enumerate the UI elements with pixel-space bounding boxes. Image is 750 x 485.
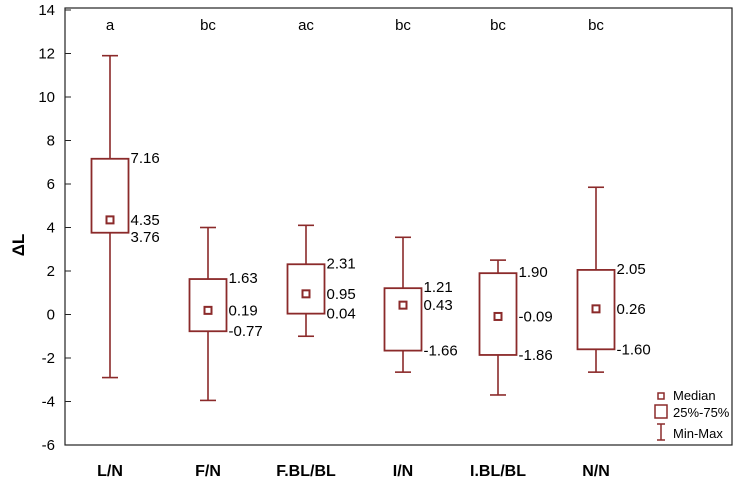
y-tick-label: 6 <box>47 176 55 193</box>
legend: Median 25%-75% Min-Max <box>654 388 730 441</box>
value-label-q3: 2.31 <box>327 255 356 272</box>
iqr-box <box>188 278 228 333</box>
value-label-q3: 1.63 <box>229 270 258 287</box>
legend-whisker-label: Min-Max <box>673 426 723 441</box>
value-label-median: 0.19 <box>229 302 258 319</box>
value-label-q3: 1.21 <box>424 279 453 296</box>
x-category-label: L/N <box>97 463 123 480</box>
significance-letter: bc <box>588 17 604 34</box>
significance-letter: ac <box>298 17 314 34</box>
legend-median-marker <box>657 392 665 400</box>
value-label-q1: -1.66 <box>424 343 458 360</box>
value-label-q3: 2.05 <box>617 261 646 278</box>
box-group: 2.05 0.26 -1.60 bc <box>576 17 651 373</box>
x-category-label: N/N <box>582 463 610 480</box>
x-category-label: F.BL/BL <box>276 463 336 480</box>
median-marker <box>591 304 601 314</box>
median-marker <box>105 215 115 225</box>
significance-letter: a <box>106 17 115 34</box>
value-label-median: 0.95 <box>327 286 356 303</box>
y-tick-label: -6 <box>42 437 55 454</box>
value-label-median: 4.35 <box>131 212 160 229</box>
y-tick-label: 0 <box>47 307 55 324</box>
value-label-median: 0.26 <box>617 301 646 318</box>
box-group: 7.16 4.353.76 a <box>90 17 160 379</box>
y-tick-label: -4 <box>42 394 55 411</box>
value-label-median: -0.09 <box>519 308 553 325</box>
value-label-q1: -1.86 <box>519 347 553 364</box>
value-label-q3: 1.90 <box>519 264 548 281</box>
y-tick-label: 14 <box>38 2 55 19</box>
value-label-q1: 0.04 <box>327 306 356 323</box>
significance-letter: bc <box>200 17 216 34</box>
median-marker <box>203 305 213 315</box>
box-group: 1.63 0.19 -0.77 bc <box>188 17 263 402</box>
median-marker <box>493 311 503 321</box>
median-marker <box>398 300 408 310</box>
y-tick-label: 4 <box>47 220 55 237</box>
significance-letter: bc <box>490 17 506 34</box>
median-marker <box>301 289 311 299</box>
y-tick-label: 10 <box>38 89 55 106</box>
iqr-box <box>286 263 326 315</box>
plot-area-frame <box>64 7 733 446</box>
legend-box-symbol <box>654 404 668 419</box>
y-axis-ticks: -6 -4 -2 0 2 4 6 8 10 12 14 <box>38 2 71 454</box>
value-label-q1: 3.76 <box>131 229 160 246</box>
box-group: 2.31 0.95 0.04 ac <box>286 17 356 338</box>
y-tick-label: 8 <box>47 133 55 150</box>
y-tick-label: 2 <box>47 263 55 280</box>
value-label-q1: -0.77 <box>229 323 263 340</box>
value-label-q1: -1.60 <box>617 341 651 358</box>
y-axis-title: ΔL <box>9 234 28 257</box>
category-labels: L/N F/N F.BL/BL I/N I.BL/BL N/N <box>97 463 610 480</box>
significance-letter: bc <box>395 17 411 34</box>
box-group: 1.90 -0.09 -1.86 bc <box>478 17 553 396</box>
legend-box-label: 25%-75% <box>673 405 730 420</box>
x-category-label: F/N <box>195 463 221 480</box>
x-category-label: I.BL/BL <box>470 463 526 480</box>
iqr-box <box>383 287 423 352</box>
legend-median-label: Median <box>673 388 716 403</box>
box-groups: 7.16 4.353.76 a 1.63 0.19 -0.77 bc 2.31 0.95 0.04… <box>90 17 651 402</box>
box-group: 1.210.43 -1.66 bc <box>383 17 458 373</box>
y-tick-label: 12 <box>38 46 55 63</box>
y-tick-label: -2 <box>42 350 55 367</box>
legend-whisker-symbol <box>657 423 665 441</box>
value-label-q3: 7.16 <box>131 150 160 167</box>
value-label-median: 0.43 <box>424 297 453 314</box>
x-category-label: I/N <box>393 463 413 480</box>
